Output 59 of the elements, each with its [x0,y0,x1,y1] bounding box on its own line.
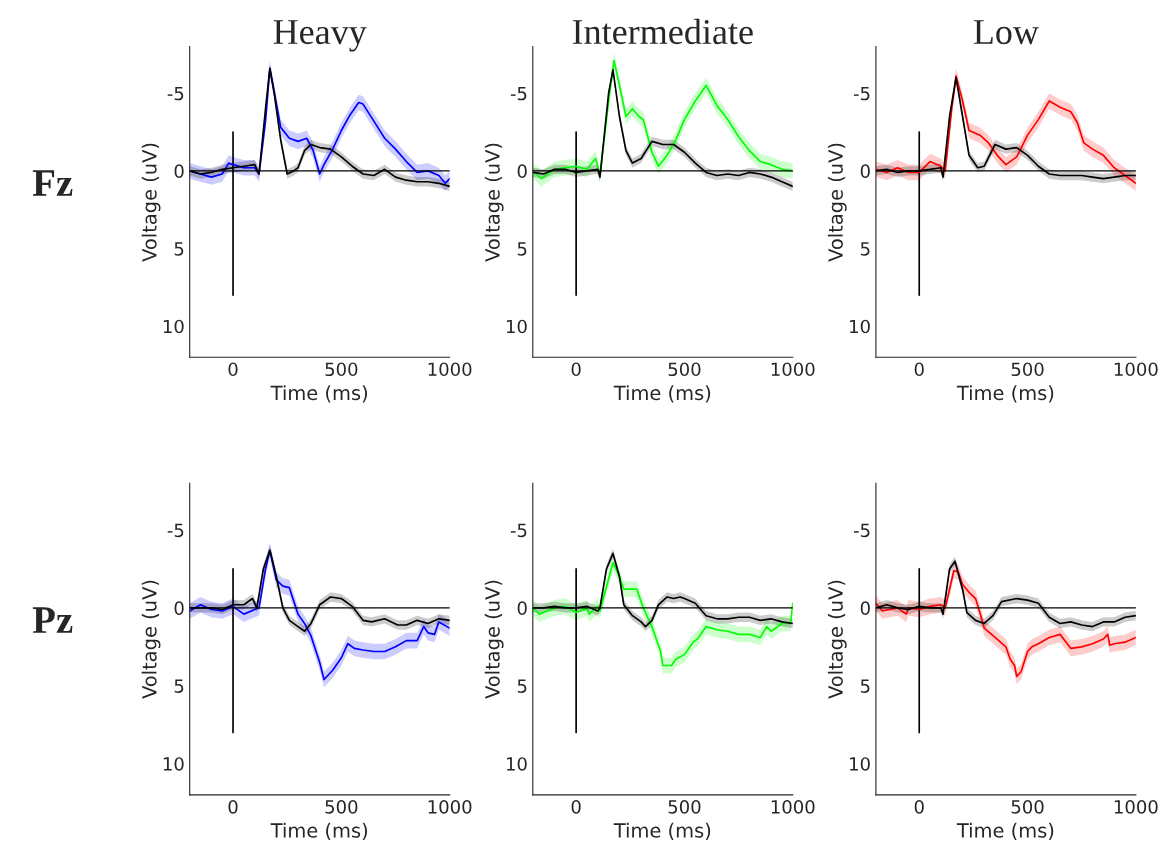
y-tick-label: 0 [860,601,870,616]
y-tick-label: -5 [510,86,527,101]
y-tick-label: 0 [174,601,184,616]
y-tick-label: -5 [853,86,870,101]
x-tick-label: 500 [325,362,358,377]
y-tick-label: 0 [174,164,184,178]
y-tick-label: -5 [167,523,184,538]
y-axis-title: Voltage (uV) [827,143,847,262]
y-tick-label: 5 [860,242,870,256]
y-tick-label: 5 [517,679,527,693]
x-tick-label: 500 [325,800,358,814]
y-tick-label: 5 [174,679,184,693]
y-tick-label: 0 [517,601,527,616]
chart-title: Low [973,20,1039,45]
x-axis-title: Time (ms) [270,385,368,403]
x-tick-label: 500 [668,362,701,377]
x-axis-title: Time (ms) [956,385,1054,403]
x-tick-label: 1000 [1114,362,1158,377]
x-axis-title: Time (ms) [613,385,711,403]
x-tick-label: 0 [914,800,924,814]
y-tick-label: 10 [506,757,527,771]
x-tick-label: 1000 [1114,800,1158,814]
y-axis-title: Voltage (uV) [484,143,504,262]
chart-title: Intermediate [572,18,753,45]
chart-title: Heavy [273,20,367,52]
x-tick-label: 1000 [428,800,472,814]
x-tick-label: 0 [228,362,238,377]
y-tick-label: 5 [174,242,184,256]
y-tick-label: 5 [860,679,870,693]
x-tick-label: 0 [914,362,924,377]
y-tick-label: 5 [517,242,527,256]
x-tick-label: 1000 [771,362,815,377]
x-axis-title: Time (ms) [956,822,1054,841]
y-axis-title: Voltage (uV) [141,580,161,699]
x-tick-label: 0 [571,362,581,377]
y-axis-title: Voltage (uV) [484,580,504,699]
y-tick-label: 0 [517,164,527,178]
y-tick-label: 10 [850,757,870,771]
y-tick-label: 0 [860,164,870,178]
y-tick-label: -5 [510,523,527,538]
y-tick-label: -5 [853,523,870,538]
text: Fz [32,170,73,196]
y-tick-label: 10 [163,757,184,771]
x-tick-label: 1000 [771,800,815,814]
x-tick-label: 500 [668,800,701,814]
x-tick-label: 500 [1011,362,1044,377]
y-axis-title: Voltage (uV) [827,580,847,699]
y-axis-title: Voltage (uV) [141,143,161,262]
y-tick-label: 10 [163,319,184,334]
y-tick-label: -5 [167,86,184,101]
x-tick-label: 0 [571,800,581,814]
x-tick-label: 500 [1011,800,1044,814]
text: Pz [32,607,73,633]
x-tick-label: 0 [228,800,238,814]
x-axis-title: Time (ms) [270,822,368,841]
y-tick-label: 10 [850,319,870,334]
x-tick-label: 1000 [428,362,472,377]
y-tick-label: 10 [506,319,527,334]
x-axis-title: Time (ms) [613,822,711,841]
